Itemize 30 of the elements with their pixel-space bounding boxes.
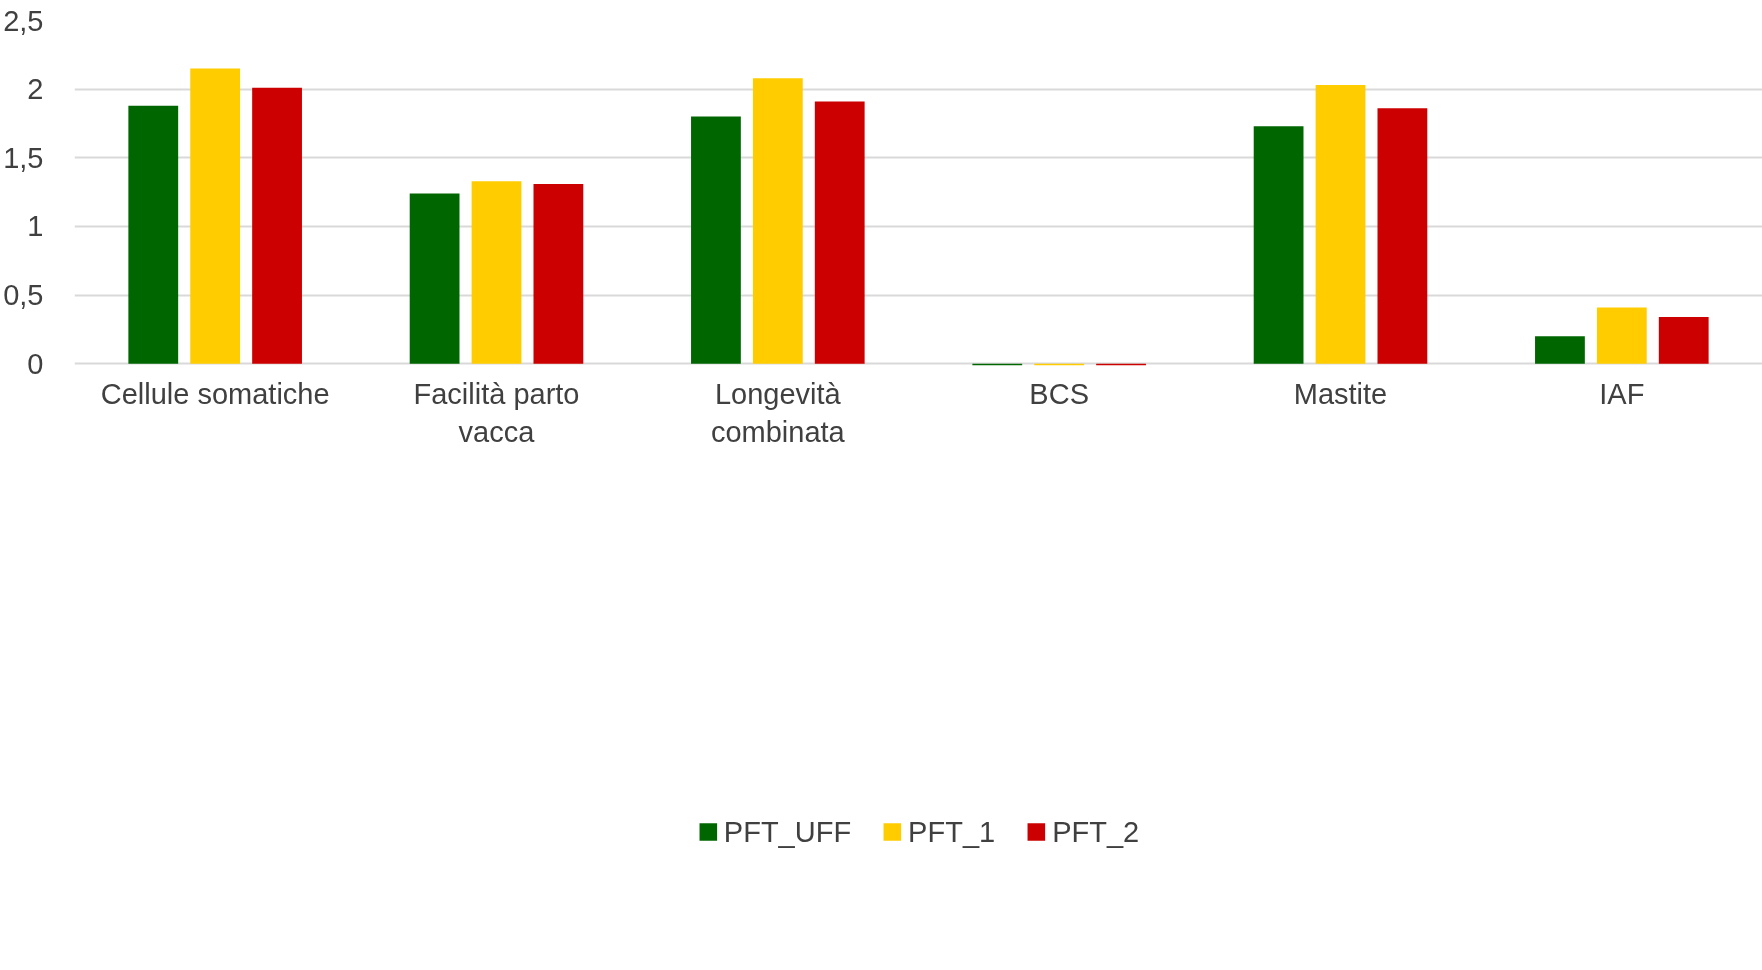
bar [1253,126,1304,364]
y-tick-label: 0 [27,347,44,380]
bar [1377,108,1428,364]
bar [1658,317,1709,364]
x-tick-label: BCS [1029,377,1089,410]
legend-label: PFT_1 [908,815,996,849]
y-tick-label: 2 [27,73,44,106]
x-tick-label: Facilità parto vacca [413,377,580,448]
bar [533,183,584,364]
bar [814,101,865,364]
x-tick-label: Mastite [1293,377,1388,410]
legend-label: PFT_UFF [723,815,852,849]
bar [252,87,302,364]
x-tick-label: Cellule somatiche [100,377,330,410]
bar [128,105,179,364]
y-tick-label: 1,5 [3,141,44,174]
legend-label: PFT_2 [1052,815,1140,849]
bar [471,181,522,364]
bar [752,78,803,364]
y-tick-label: 0,5 [3,279,44,312]
bar [1596,307,1647,364]
bar [1535,336,1585,364]
y-tick-label: 2,5 [3,4,44,37]
bar [190,68,241,364]
y-tick-label: 1 [27,210,44,243]
bar [409,193,460,364]
x-tick-label: IAF [1599,377,1645,410]
bar [1315,85,1366,364]
x-tick-label: Longevità combinata [710,377,846,448]
bar [691,116,741,364]
